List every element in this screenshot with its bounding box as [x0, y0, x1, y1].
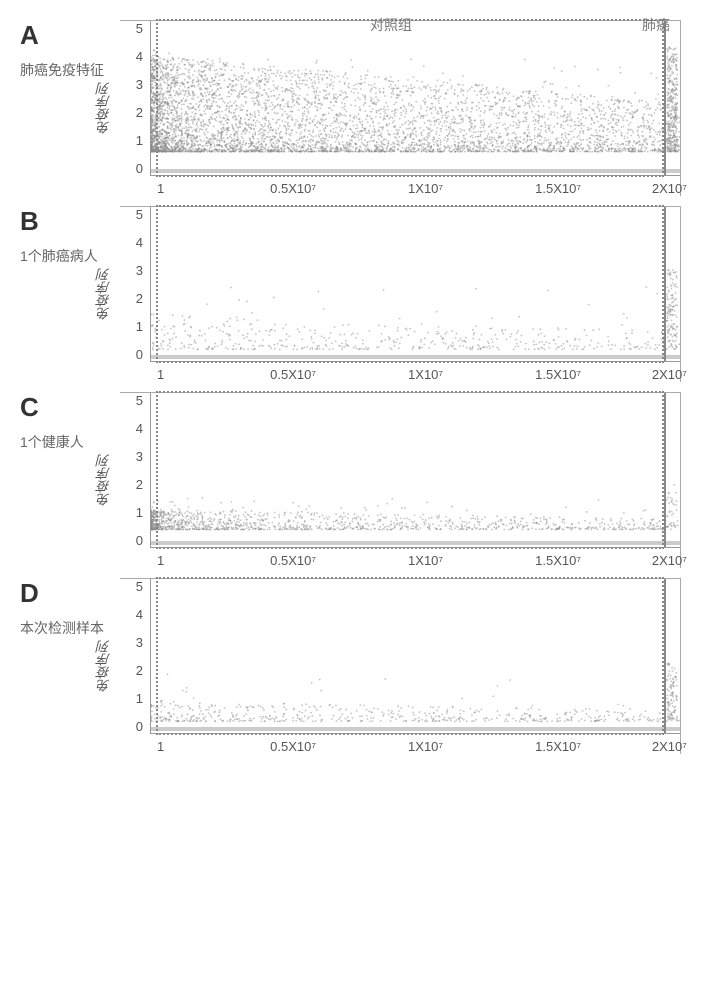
y-tick: 1	[120, 319, 148, 334]
x-tick: 1X10⁷	[408, 367, 443, 382]
chart-wrap: 免疫序列01234510.5X10⁷1X10⁷1.5X10⁷2X10⁷	[120, 578, 690, 754]
x-tick: 1.5X10⁷	[535, 181, 581, 196]
panel-label: B	[20, 206, 39, 237]
scatter-plot	[151, 579, 680, 733]
x-tick: 2X10⁷	[652, 739, 687, 754]
x-tick: 2X10⁷	[652, 181, 687, 196]
x-ticks: 10.5X10⁷1X10⁷1.5X10⁷2X10⁷	[150, 553, 680, 573]
y-tick: 0	[120, 347, 148, 362]
x-ticks: 10.5X10⁷1X10⁷1.5X10⁷2X10⁷	[150, 181, 680, 201]
panel-title: 本次检测样本	[20, 618, 110, 638]
y-tick: 5	[120, 207, 148, 222]
control-label: 对照组	[370, 15, 412, 35]
x-tick: 1	[157, 553, 164, 568]
y-ticks: 0 1 2 3 4 5	[120, 21, 148, 176]
y-tick: 4	[120, 421, 148, 436]
panel-label: D	[20, 578, 39, 609]
cancer-label: 肺癌	[642, 15, 670, 35]
x-tick: 0.5X10⁷	[270, 181, 316, 196]
x-ticks: 10.5X10⁷1X10⁷1.5X10⁷2X10⁷	[150, 367, 680, 387]
panel-label: A	[20, 20, 39, 51]
panel-D: D本次检测样本免疫序列01234510.5X10⁷1X10⁷1.5X10⁷2X1…	[20, 578, 690, 754]
panel-B: B1个肺癌病人免疫序列01234510.5X10⁷1X10⁷1.5X10⁷2X1…	[20, 206, 690, 382]
panel-title: 1个肺癌病人	[20, 246, 110, 266]
y-tick: 3	[120, 449, 148, 464]
panel-title: 肺癌免疫特征	[20, 60, 110, 80]
y-ticks: 0 1 2 3 4 5	[120, 393, 148, 548]
panel-C: C1个健康人免疫序列01234510.5X10⁷1X10⁷1.5X10⁷2X10…	[20, 392, 690, 568]
x-tick: 1.5X10⁷	[535, 553, 581, 568]
y-axis-label: 免疫序列	[95, 82, 114, 134]
plot-area	[150, 393, 680, 548]
plot-area	[150, 207, 680, 362]
y-tick: 2	[120, 477, 148, 492]
x-tick: 2X10⁷	[652, 367, 687, 382]
chart: 01234510.5X10⁷1X10⁷1.5X10⁷2X10⁷	[120, 206, 681, 382]
panel-label: C	[20, 392, 39, 423]
y-tick: 1	[120, 133, 148, 148]
y-tick: 4	[120, 235, 148, 250]
y-tick: 3	[120, 635, 148, 650]
scatter-plot	[151, 207, 680, 361]
chart-wrap: 免疫序列01234510.5X10⁷1X10⁷1.5X10⁷2X10⁷	[120, 206, 690, 382]
plot-area	[150, 579, 680, 734]
x-tick: 1.5X10⁷	[535, 367, 581, 382]
y-tick: 5	[120, 393, 148, 408]
x-tick: 0.5X10⁷	[270, 367, 316, 382]
figure-container: A肺癌免疫特征对照组肺癌免疫序列01234510.5X10⁷1X10⁷1.5X1…	[20, 20, 690, 764]
scatter-plot	[151, 21, 680, 175]
x-ticks: 10.5X10⁷1X10⁷1.5X10⁷2X10⁷	[150, 739, 680, 759]
y-tick: 2	[120, 663, 148, 678]
chart: 01234510.5X10⁷1X10⁷1.5X10⁷2X10⁷	[120, 20, 681, 196]
y-tick: 5	[120, 579, 148, 594]
group-header: 对照组 肺癌	[170, 15, 670, 35]
y-tick: 4	[120, 607, 148, 622]
y-tick: 2	[120, 291, 148, 306]
y-axis-label: 免疫序列	[95, 454, 114, 506]
y-tick: 5	[120, 21, 148, 36]
x-tick: 1X10⁷	[408, 553, 443, 568]
y-ticks: 0 1 2 3 4 5	[120, 579, 148, 734]
panel-title: 1个健康人	[20, 432, 110, 452]
y-tick: 3	[120, 263, 148, 278]
y-tick: 2	[120, 105, 148, 120]
y-tick: 0	[120, 533, 148, 548]
x-tick: 1X10⁷	[408, 181, 443, 196]
y-axis-label: 免疫序列	[95, 640, 114, 692]
y-axis-label: 免疫序列	[95, 268, 114, 320]
y-tick: 0	[120, 719, 148, 734]
x-tick: 1	[157, 739, 164, 754]
y-tick: 4	[120, 49, 148, 64]
x-tick: 1.5X10⁷	[535, 739, 581, 754]
x-tick: 0.5X10⁷	[270, 739, 316, 754]
y-tick: 1	[120, 691, 148, 706]
x-tick: 1X10⁷	[408, 739, 443, 754]
x-tick: 2X10⁷	[652, 553, 687, 568]
x-tick: 0.5X10⁷	[270, 553, 316, 568]
scatter-plot	[151, 393, 680, 547]
plot-area	[150, 21, 680, 176]
chart-wrap: 免疫序列01234510.5X10⁷1X10⁷1.5X10⁷2X10⁷	[120, 392, 690, 568]
y-tick: 1	[120, 505, 148, 520]
y-tick: 0	[120, 161, 148, 176]
chart: 01234510.5X10⁷1X10⁷1.5X10⁷2X10⁷	[120, 392, 681, 568]
x-tick: 1	[157, 181, 164, 196]
panel-A: A肺癌免疫特征对照组肺癌免疫序列01234510.5X10⁷1X10⁷1.5X1…	[20, 20, 690, 196]
chart: 01234510.5X10⁷1X10⁷1.5X10⁷2X10⁷	[120, 578, 681, 754]
y-ticks: 0 1 2 3 4 5	[120, 207, 148, 362]
y-tick: 3	[120, 77, 148, 92]
chart-wrap: 免疫序列01234510.5X10⁷1X10⁷1.5X10⁷2X10⁷	[120, 20, 690, 196]
x-tick: 1	[157, 367, 164, 382]
